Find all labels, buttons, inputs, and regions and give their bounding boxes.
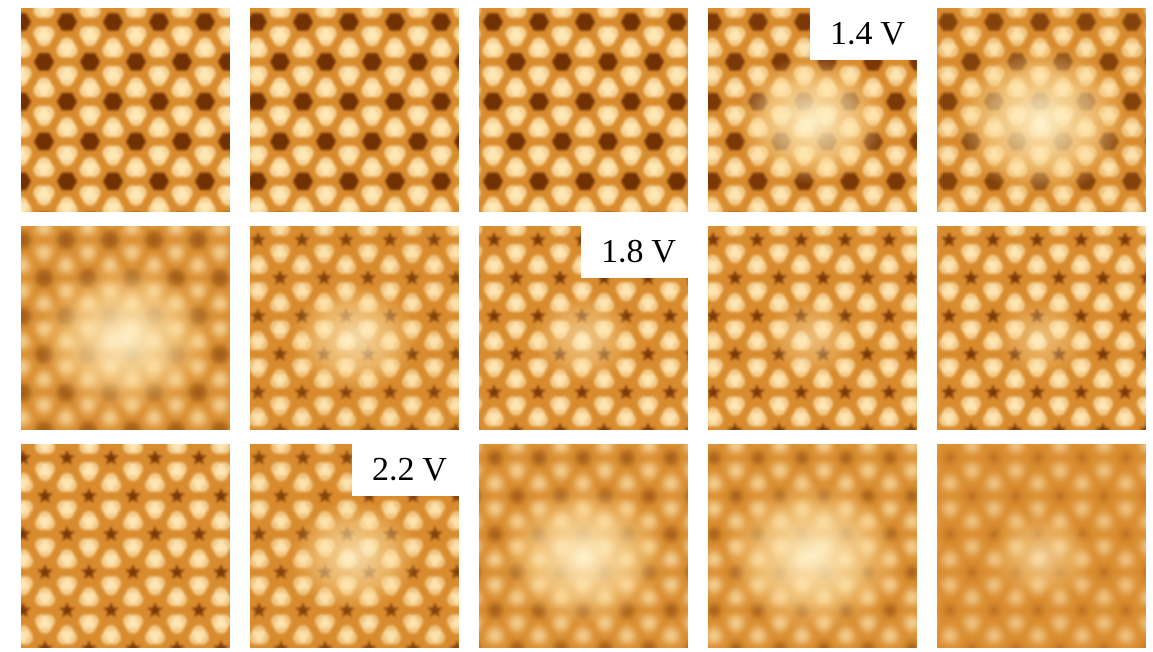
stm-image-r3c1: [21, 444, 230, 648]
stm-tile-r2c4: [708, 226, 917, 430]
bias-voltage-label: 2.2 V: [352, 444, 459, 496]
bias-voltage-label: 1.4 V: [810, 8, 917, 60]
stm-image-r3c4: [708, 444, 917, 648]
stm-tile-r1c2: [250, 8, 459, 212]
stm-image-r2c4: [708, 226, 917, 430]
stm-tile-r1c3: [479, 8, 688, 212]
stm-tile-r3c3: [479, 444, 688, 648]
stm-image-r2c5: [937, 226, 1146, 430]
stm-tile-r3c4: [708, 444, 917, 648]
stm-tile-r2c2: [250, 226, 459, 430]
stm-image-r1c1: [21, 8, 230, 212]
stm-image-r3c3: [479, 444, 688, 648]
stm-image-r3c5: [937, 444, 1146, 648]
stm-tile-r3c5: [937, 444, 1146, 648]
stm-image-r1c3: [479, 8, 688, 212]
stm-tile-r3c2: 2.2 V: [250, 444, 459, 648]
stm-tile-r2c5: [937, 226, 1146, 430]
stm-image-r1c5: [937, 8, 1146, 212]
stm-tile-r1c4: 1.4 V: [708, 8, 917, 212]
stm-tile-r3c1: [21, 444, 230, 648]
stm-tile-r2c3: 1.8 V: [479, 226, 688, 430]
stm-image-r1c2: [250, 8, 459, 212]
stm-tile-r1c1: [21, 8, 230, 212]
stm-image-r2c1: [21, 226, 230, 430]
stm-tile-r2c1: [21, 226, 230, 430]
stm-tile-r1c5: [937, 8, 1146, 212]
stm-image-r2c2: [250, 226, 459, 430]
bias-voltage-label: 1.8 V: [581, 226, 688, 278]
